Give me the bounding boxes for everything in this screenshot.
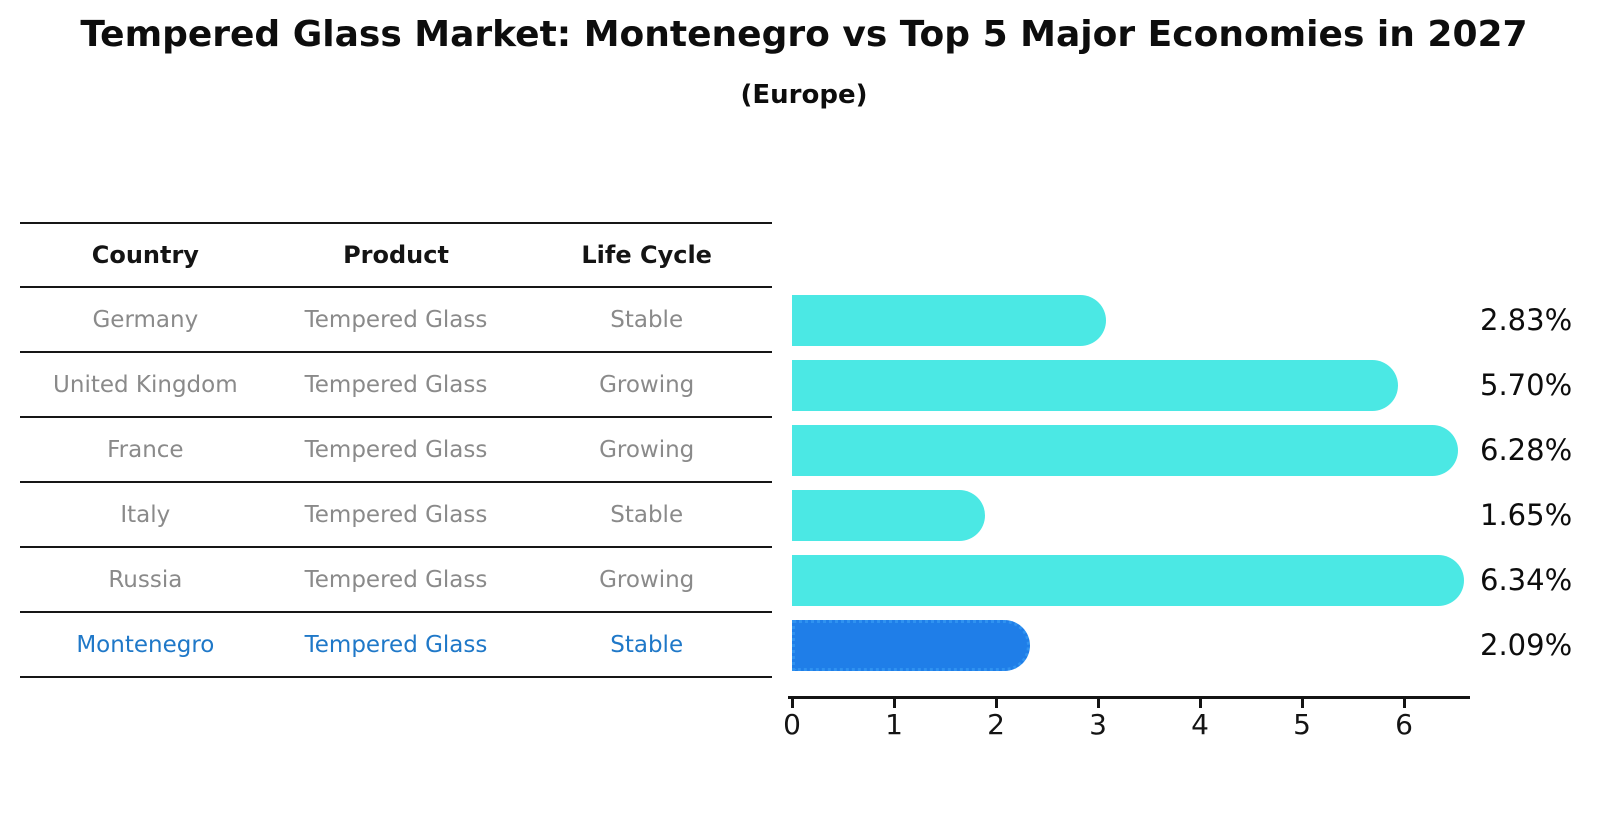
table-cell-product: Tempered Glass [304,371,488,398]
table-cell-product: Tempered Glass [304,566,488,593]
table-cell-life-cycle: Growing [599,436,695,463]
table-cell-product: Tempered Glass [304,436,488,463]
table-header-row: Country Product Life Cycle [20,222,772,288]
table-cell-product: Tempered Glass [304,306,488,333]
x-axis-tick [995,699,998,708]
table-row-montenegro: Montenegro Tempered Glass Stable [20,613,772,678]
table-cell-country: Germany [92,306,199,333]
x-axis-tick [1199,699,1202,708]
table-cell-life-cycle: Stable [610,501,684,528]
table-cell-country: Italy [120,501,171,528]
bar-italy [792,490,985,541]
x-axis-line [788,696,1470,699]
table-cell-country: Montenegro [76,631,215,658]
table-cell-country: Russia [108,566,183,593]
table-cell-product: Tempered Glass [304,501,488,528]
bar-value-label-france: 6.28% [1480,433,1573,467]
table-cell-life-cycle: Growing [599,566,695,593]
table-row-italy: Italy Tempered Glass Stable [20,483,772,548]
x-axis-tick-label: 6 [1395,708,1413,741]
bar-united-kingdom [792,360,1398,411]
table-cell-life-cycle: Stable [610,306,684,333]
table-cell-life-cycle: Stable [610,631,684,658]
table-row-france: France Tempered Glass Growing [20,418,772,483]
table-row-united-kingdom: United Kingdom Tempered Glass Growing [20,353,772,418]
bar-russia [792,555,1464,606]
bar-germany [792,295,1106,346]
x-axis-tick-label: 0 [783,708,801,741]
country-table: Country Product Life Cycle Germany Tempered … [20,222,772,678]
chart-title: Tempered Glass Market: Montenegro vs Top… [80,14,1528,55]
bar-value-label-montenegro: 2.09% [1480,628,1573,662]
x-axis-tick-label: 5 [1293,708,1311,741]
x-axis-tick [1301,699,1304,708]
chart-subtitle: (Europe) [740,80,868,110]
bar-value-label-united-kingdom: 5.70% [1480,368,1573,402]
table-header-cell-country: Country [91,241,199,269]
x-axis-tick [791,699,794,708]
x-axis-tick [1097,699,1100,708]
bar-value-label-russia: 6.34% [1480,563,1573,597]
bar-value-label-italy: 1.65% [1480,498,1573,532]
table-cell-country: France [107,436,184,463]
table-cell-country: United Kingdom [53,371,238,398]
table-header-cell-life-cycle: Life Cycle [581,241,712,269]
x-axis-tick-label: 3 [1089,708,1107,741]
table-row-germany: Germany Tempered Glass Stable [20,288,772,353]
x-axis-tick [893,699,896,708]
bar-value-label-germany: 2.83% [1480,303,1573,337]
x-axis-tick-label: 1 [885,708,903,741]
table-row-russia: Russia Tempered Glass Growing [20,548,772,613]
bar-montenegro [792,620,1030,671]
table-cell-product: Tempered Glass [304,631,488,658]
x-axis-tick-label: 4 [1191,708,1209,741]
bar-france [792,425,1458,476]
table-header-cell-product: Product [343,241,449,269]
x-axis-tick [1403,699,1406,708]
x-axis-tick-label: 2 [987,708,1005,741]
table-cell-life-cycle: Growing [599,371,695,398]
